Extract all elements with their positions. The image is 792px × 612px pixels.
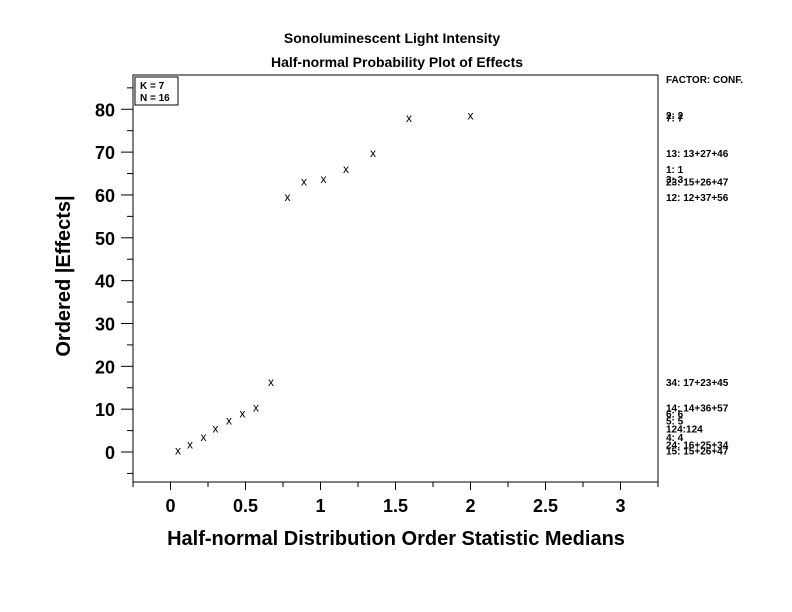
data-point: x: [175, 443, 181, 457]
legend-box: [134, 76, 179, 106]
y-tick-label: 40: [95, 272, 115, 292]
y-tick-label: 0: [105, 443, 115, 463]
x-tick-label: 2: [465, 496, 475, 516]
factor-label: 5: 5: [666, 416, 684, 427]
factor-label: 12: 12+37+56: [666, 193, 729, 204]
data-point: x: [370, 146, 376, 160]
y-tick-label: 50: [95, 229, 115, 249]
legend-n: N = 16: [140, 93, 170, 104]
factor-label: 124:124: [666, 424, 703, 435]
factor-label: 34: 17+23+45: [666, 378, 729, 389]
data-point: x: [226, 413, 232, 427]
data-point: x: [187, 437, 193, 451]
y-tick-label: 60: [95, 186, 115, 206]
factor-label: 24: 16+25+34: [666, 440, 729, 451]
x-tick-label: 2.5: [533, 496, 558, 516]
data-point: x: [201, 430, 207, 444]
factor-label: 1: 1: [666, 165, 684, 176]
factor-label: 6: 6: [666, 409, 684, 420]
y-axis-label: Ordered |Effects|: [53, 195, 75, 356]
x-tick-label: 3: [615, 496, 625, 516]
data-point: x: [268, 375, 274, 389]
factor-header: FACTOR: CONF.: [666, 75, 743, 86]
x-axis: 0 0.5 1 1.5 2 2.5 3: [132, 482, 659, 516]
y-axis: 0 10 20 30 40 50 60 70 80: [95, 87, 133, 474]
x-tick-label: 1.5: [383, 496, 408, 516]
factor-label: 4: 4: [666, 433, 684, 444]
factor-label: 14: 14+36+57: [666, 403, 729, 414]
data-point: x: [343, 162, 349, 176]
factor-label: 2: 2: [666, 111, 684, 122]
factor-label: 3: 3: [666, 175, 684, 186]
y-tick-label: 10: [95, 400, 115, 420]
factor-labels: 2: 27: 7 13: 13+27+46 1: 13: 323: 15+26+47…: [666, 111, 729, 457]
y-tick-label: 20: [95, 357, 115, 377]
factor-label: 13: 13+27+46: [666, 149, 729, 160]
data-point: x: [253, 400, 259, 414]
y-tick-label: 80: [95, 100, 115, 120]
x-tick-label: 0.5: [233, 496, 258, 516]
data-point: x: [406, 111, 412, 125]
data-point: x: [468, 109, 474, 123]
data-point: x: [285, 190, 291, 204]
chart-title: Sonoluminescent Light Intensity: [284, 30, 500, 46]
factor-label: 23: 15+26+47: [666, 178, 729, 189]
data-point: x: [240, 406, 246, 420]
data-point: x: [321, 172, 327, 186]
x-tick-label: 0: [165, 496, 175, 516]
factor-label: 15: 15+26+47: [666, 446, 729, 457]
legend-k: K = 7: [140, 81, 165, 92]
factor-label: 7: 7: [666, 113, 684, 124]
y-tick-label: 30: [95, 314, 115, 334]
x-axis-label: Half-normal Distribution Order Statistic…: [167, 528, 625, 550]
chart-subtitle: Half-normal Probability Plot of Effects: [271, 54, 523, 70]
x-tick-label: 1: [315, 496, 325, 516]
data-point: x: [301, 175, 307, 189]
y-tick-label: 70: [95, 143, 115, 163]
data-point: x: [213, 421, 219, 435]
